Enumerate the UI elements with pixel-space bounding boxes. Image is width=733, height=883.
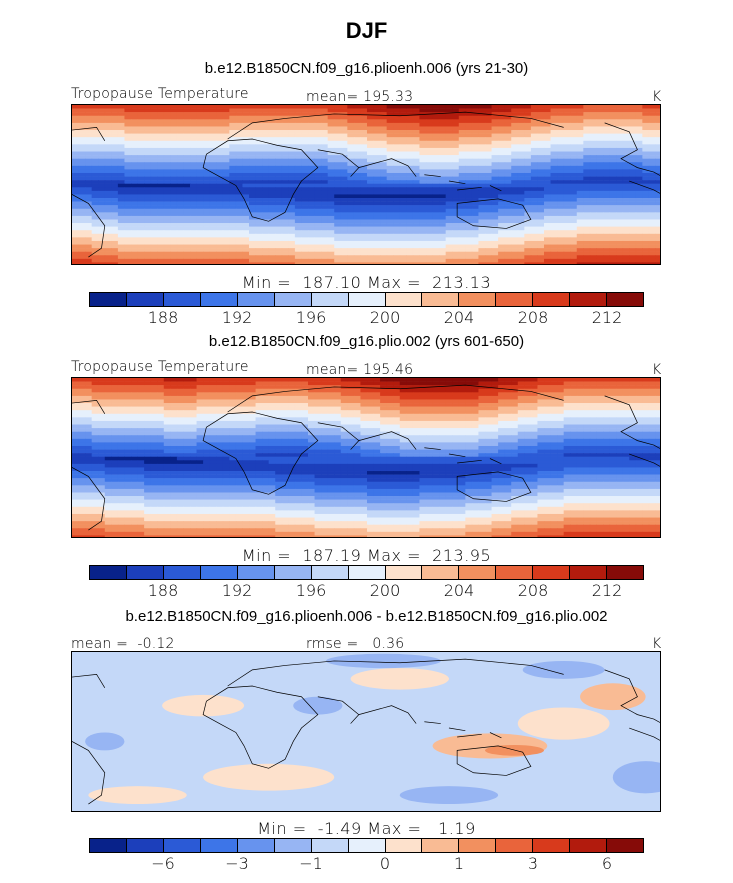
- panel-2-colorbar-ticks: 188 192 196 200 204 208 212: [89, 581, 644, 601]
- colorbar-swatch: [422, 566, 460, 579]
- colorbar-swatch: [607, 566, 644, 579]
- panel-3-minmax: Min = -1.49 Max = 1.19: [257, 819, 476, 838]
- panel-2-colorbar: [89, 565, 644, 580]
- colorbar-swatch: [237, 839, 275, 852]
- colorbar-swatch: [90, 293, 127, 306]
- colorbar-tick-label: 0: [379, 854, 391, 873]
- colorbar-swatch: [533, 839, 571, 852]
- colorbar-swatch: [311, 566, 349, 579]
- colorbar-tick-label: 3: [527, 854, 539, 873]
- panel-2-units-label: K: [652, 362, 662, 378]
- figure-title: DJF: [345, 18, 388, 43]
- colorbar-tick-label: 208: [517, 308, 549, 327]
- colorbar-swatch: [90, 566, 127, 579]
- colorbar-swatch: [126, 839, 164, 852]
- panel-3-colorbar-ticks: −6 −3 −1 0 1 3 6: [89, 854, 644, 874]
- colorbar-tick-label: 192: [221, 581, 253, 600]
- colorbar-tick-label: 188: [147, 581, 179, 600]
- colorbar-swatch: [274, 566, 312, 579]
- colorbar-swatch: [385, 566, 423, 579]
- colorbar-swatch: [163, 293, 201, 306]
- panel-3-colorbar: [89, 838, 644, 853]
- colorbar-swatch: [90, 839, 127, 852]
- colorbar-tick-label: 192: [221, 308, 253, 327]
- panel-1-mean-label: mean= 195.33: [306, 89, 414, 105]
- colorbar-swatch: [274, 839, 312, 852]
- panel-3-units-label: K: [652, 636, 662, 652]
- panel-1-units-label: K: [652, 89, 662, 105]
- colorbar-swatch: [570, 293, 608, 306]
- colorbar-swatch: [348, 293, 386, 306]
- colorbar-tick-label: 204: [443, 308, 475, 327]
- panel-1-map: [71, 104, 661, 265]
- colorbar-swatch: [348, 566, 386, 579]
- colorbar-swatch: [570, 566, 608, 579]
- colorbar-swatch: [422, 839, 460, 852]
- panel-2-subtitle: b.e12.B1850CN.f09_g16.plio.002 (yrs 601-…: [208, 333, 525, 350]
- panel-1-variable-label: Tropopause Temperature: [71, 86, 249, 102]
- colorbar-swatch: [163, 839, 201, 852]
- colorbar-swatch: [533, 566, 571, 579]
- colorbar-swatch: [496, 293, 534, 306]
- colorbar-tick-label: 188: [147, 308, 179, 327]
- colorbar-tick-label: 212: [591, 581, 623, 600]
- colorbar-swatch: [607, 293, 644, 306]
- panel-3-map: [71, 651, 661, 812]
- colorbar-tick-label: −1: [299, 854, 323, 873]
- panel-1-colorbar-ticks: 188 192 196 200 204 208 212: [89, 308, 644, 328]
- panel-2-variable-label: Tropopause Temperature: [71, 359, 249, 375]
- colorbar-swatch: [459, 839, 497, 852]
- colorbar-swatch: [126, 293, 164, 306]
- colorbar-swatch: [311, 293, 349, 306]
- panel-2-minmax: Min = 187.19 Max = 213.95: [241, 546, 492, 565]
- colorbar-tick-label: 6: [601, 854, 613, 873]
- colorbar-swatch: [422, 293, 460, 306]
- colorbar-tick-label: 200: [369, 308, 401, 327]
- colorbar-swatch: [126, 566, 164, 579]
- colorbar-swatch: [533, 293, 571, 306]
- colorbar-swatch: [459, 566, 497, 579]
- colorbar-swatch: [163, 566, 201, 579]
- colorbar-swatch: [496, 839, 534, 852]
- colorbar-swatch: [496, 566, 534, 579]
- colorbar-tick-label: 1: [453, 854, 465, 873]
- panel-3-rmse-label: rmse = 0.36: [306, 636, 405, 652]
- panel-2-mean-label: mean= 195.46: [306, 362, 414, 378]
- colorbar-swatch: [385, 839, 423, 852]
- panel-2-map: [71, 377, 661, 538]
- colorbar-swatch: [607, 839, 644, 852]
- colorbar-tick-label: 208: [517, 581, 549, 600]
- colorbar-tick-label: 204: [443, 581, 475, 600]
- colorbar-swatch: [385, 293, 423, 306]
- panel-1-colorbar: [89, 292, 644, 307]
- colorbar-tick-label: 212: [591, 308, 623, 327]
- colorbar-swatch: [570, 839, 608, 852]
- colorbar-tick-label: 196: [295, 308, 327, 327]
- colorbar-swatch: [348, 839, 386, 852]
- panel-1-minmax: Min = 187.10 Max = 213.13: [241, 273, 492, 292]
- colorbar-tick-label: 200: [369, 581, 401, 600]
- colorbar-swatch: [237, 566, 275, 579]
- panel-3-mean-label: mean = -0.12: [71, 636, 175, 652]
- colorbar-swatch: [274, 293, 312, 306]
- colorbar-swatch: [200, 566, 238, 579]
- panel-3-subtitle: b.e12.B1850CN.f09_g16.plioenh.006 - b.e1…: [125, 608, 608, 625]
- colorbar-tick-label: −3: [225, 854, 249, 873]
- colorbar-swatch: [200, 839, 238, 852]
- colorbar-tick-label: 196: [295, 581, 327, 600]
- colorbar-swatch: [200, 293, 238, 306]
- panel-1-subtitle: b.e12.B1850CN.f09_g16.plioenh.006 (yrs 2…: [204, 60, 529, 77]
- colorbar-swatch: [311, 839, 349, 852]
- colorbar-swatch: [237, 293, 275, 306]
- colorbar-tick-label: −6: [151, 854, 175, 873]
- colorbar-swatch: [459, 293, 497, 306]
